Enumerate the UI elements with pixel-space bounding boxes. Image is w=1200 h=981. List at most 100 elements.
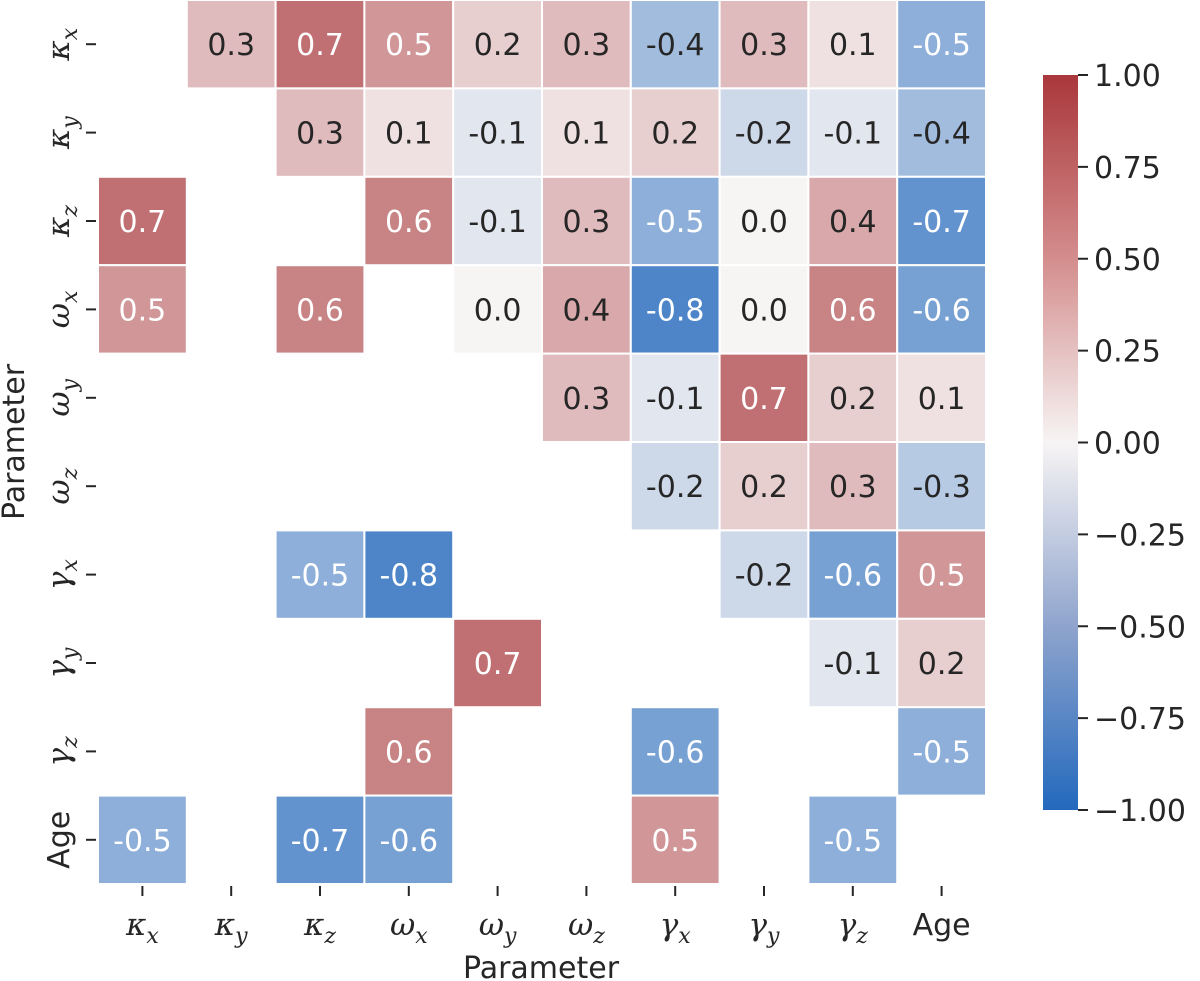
heatmap-cell-value: -0.8	[380, 559, 439, 594]
heatmap-cell-value: -0.4	[912, 117, 971, 152]
heatmap-cell	[541, 175, 632, 267]
heatmap-cell-value: 0.2	[474, 28, 522, 63]
heatmap-cell	[718, 441, 810, 532]
heatmap-cell-value: 0.2	[651, 117, 699, 152]
heatmap-cell	[274, 0, 366, 90]
x-tick-label: Age	[913, 908, 971, 943]
heatmap-cell	[185, 0, 277, 90]
y-tick-label: ωz	[41, 467, 83, 504]
x-axis-title: Parameter	[463, 951, 620, 981]
heatmap-cell-value: -0.1	[468, 205, 527, 240]
heatmap-cell-labels: 0.3 0.7 0.5 0.2 0.3 -0.4 0.3 0.1 -0.5 0.3 0.1 -0.1 0…	[113, 28, 971, 859]
heatmap-cell	[629, 706, 721, 797]
heatmap-cell-value: 0.5	[119, 293, 167, 328]
heatmap-cell	[363, 175, 455, 267]
heatmap-cell-value: -0.2	[735, 559, 794, 594]
y-tick-label: γz	[41, 736, 83, 767]
heatmap-cell-value: 0.2	[829, 382, 877, 417]
heatmap-cell-value: 0.3	[740, 28, 788, 63]
x-axis-ticks: κx κy κz ωx ωy ωz γx γy γz Age	[125, 886, 971, 949]
heatmap-cell-value: 0.1	[563, 117, 611, 152]
heatmap-cell-value: 0.3	[563, 28, 611, 63]
heatmap-cell-value: -0.4	[646, 28, 705, 63]
x-tick-label: ωy	[479, 907, 517, 949]
heatmap-cell-value: 0.2	[918, 647, 966, 682]
heatmap-cell-value: 0.3	[829, 470, 877, 505]
heatmap-cell	[363, 529, 455, 620]
y-axis-ticks: κx κy κz ωx ωy ωz γx γy γz Age	[41, 27, 96, 869]
colorbar-tick-label: 0.50	[1094, 243, 1161, 278]
heatmap-cell-value: -0.6	[912, 293, 971, 328]
y-axis-title: Parameter	[0, 363, 32, 520]
heatmap-cell	[274, 529, 366, 620]
y-tick-label: κx	[41, 27, 83, 61]
heatmap-cell	[97, 175, 188, 267]
heatmap-cell	[274, 264, 366, 355]
heatmap-cell-value: -0.1	[824, 117, 883, 152]
heatmap-cell-value: 0.4	[829, 205, 877, 240]
heatmap-cell-value: -0.5	[646, 205, 705, 240]
heatmap-cell	[363, 0, 455, 90]
heatmap-cell	[541, 0, 632, 90]
heatmap-cell-value: -0.6	[646, 735, 705, 770]
heatmap-cell	[541, 87, 632, 178]
y-tick-label: κz	[41, 205, 83, 238]
colorbar-tick-label: −0.50	[1094, 610, 1186, 645]
y-tick-label: ωx	[41, 290, 83, 328]
heatmap-cell-value: 0.1	[385, 117, 433, 152]
heatmap-cell-value: 0.3	[563, 205, 611, 240]
heatmap-cell	[97, 264, 188, 355]
heatmap-cell-value: 0.3	[207, 28, 255, 63]
x-tick-label: κx	[125, 907, 159, 949]
heatmap-cell-value: -0.1	[824, 647, 883, 682]
x-tick-label: ωx	[390, 907, 428, 949]
x-tick-label: γz	[838, 907, 869, 949]
heatmap-cell-value: 0.1	[918, 382, 966, 417]
colorbar-gradient	[1043, 75, 1078, 810]
heatmap-cell-value: 0.0	[740, 205, 788, 240]
heatmap-cell	[807, 175, 899, 267]
heatmap-cell	[718, 352, 810, 444]
x-tick-label: ωz	[568, 907, 605, 949]
heatmap-cell-value: 0.2	[740, 470, 788, 505]
heatmap-cells	[97, 0, 988, 885]
heatmap-cell	[896, 264, 988, 355]
heatmap-cell	[718, 529, 810, 620]
heatmap-cell	[363, 706, 455, 797]
colorbar-tick-label: −0.75	[1094, 702, 1186, 737]
heatmap-cell	[718, 0, 810, 90]
heatmap-cell-value: 0.5	[918, 559, 966, 594]
heatmap-cell-value: -0.3	[912, 470, 971, 505]
heatmap-cell	[718, 175, 810, 267]
heatmap-cell-value: 0.6	[829, 293, 877, 328]
heatmap-cell-value: 0.7	[296, 28, 344, 63]
heatmap-cell-value: -0.2	[646, 470, 705, 505]
heatmap-cell-value: -0.7	[291, 824, 350, 859]
colorbar-tick-label: 0.75	[1094, 151, 1161, 186]
heatmap-cell	[807, 441, 899, 532]
heatmap-cell-value: 0.7	[474, 647, 522, 682]
heatmap-cell	[274, 87, 366, 178]
heatmap-cell-value: -0.2	[735, 117, 794, 152]
x-tick-label: γx	[660, 907, 692, 949]
heatmap-cell	[807, 794, 899, 885]
heatmap-cell	[807, 0, 899, 90]
heatmap-cell	[896, 87, 988, 178]
heatmap-cell-value: 0.0	[740, 293, 788, 328]
heatmap-cell-value: -0.5	[291, 559, 350, 594]
heatmap-cell-value: 0.5	[385, 28, 433, 63]
heatmap-cell-value: -0.1	[468, 117, 527, 152]
heatmap-cell	[452, 617, 544, 709]
heatmap-cell-value: 0.6	[296, 293, 344, 328]
colorbar-tick-label: −0.25	[1094, 518, 1186, 553]
heatmap-cell	[629, 175, 721, 267]
heatmap-cell-value: 0.6	[385, 205, 433, 240]
colorbar: 1.00 0.75 0.50 0.25 0.00 −0.25 −0.50 −0.75 −1.00	[1043, 59, 1186, 829]
heatmap-cell	[896, 0, 988, 90]
heatmap-cell-value: 0.7	[740, 382, 788, 417]
heatmap-cell-value: -0.6	[824, 559, 883, 594]
heatmap-cell-value: -0.5	[113, 824, 172, 859]
heatmap-cell	[718, 87, 810, 178]
colorbar-tick-label: 0.00	[1094, 427, 1161, 462]
